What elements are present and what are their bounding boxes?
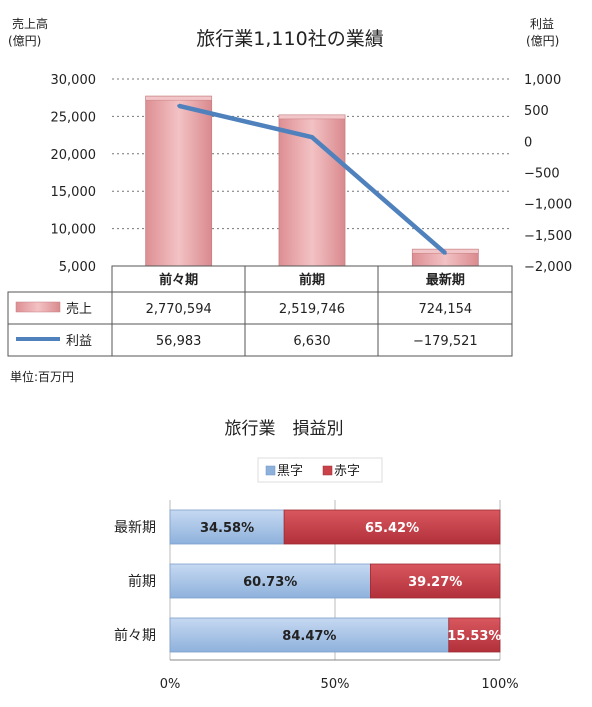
loss-firms-segment bbox=[283, 509, 501, 545]
right-tick-label: 0 bbox=[524, 135, 532, 150]
unit-note: 単位:百万円 bbox=[10, 369, 74, 384]
left-tick-label: 15,000 bbox=[51, 185, 97, 200]
left-axis-label-line2: (億円) bbox=[8, 34, 41, 48]
legend: 黒字 赤字 bbox=[257, 457, 383, 483]
loss-firms-segment bbox=[448, 617, 501, 653]
table-header-cell: 前期 bbox=[299, 272, 325, 288]
x-tick-label: 50% bbox=[321, 677, 350, 692]
table-cells: 前々期 前期 最新期 2,770,594 2,519,746 724,154 56,983 6… bbox=[146, 272, 478, 349]
table-row-label-sales: 売上 bbox=[66, 301, 92, 317]
table-cell: 724,154 bbox=[418, 302, 472, 317]
right-tick-label: −1,500 bbox=[524, 229, 572, 244]
right-axis-label-line2: (億円) bbox=[526, 34, 559, 48]
x-tick-label: 0% bbox=[160, 677, 181, 692]
sales-bar bbox=[145, 95, 213, 267]
profit-line bbox=[177, 103, 447, 255]
table-cell: 2,519,746 bbox=[279, 302, 345, 317]
left-tick-label: 20,000 bbox=[51, 148, 97, 163]
right-tick-label: 1,000 bbox=[524, 73, 561, 88]
chart1-title: 旅行業1,110社の業績 bbox=[196, 28, 383, 50]
right-tick-label: 500 bbox=[524, 104, 549, 119]
profit-firms-segment bbox=[169, 563, 371, 599]
x-axis-ticks: 0% 50% 100% bbox=[160, 677, 519, 692]
right-axis-ticks: 1,000 500 0 −500 −1,000 −1,500 −2,000 bbox=[524, 73, 572, 275]
x-tick-label: 100% bbox=[481, 677, 518, 692]
left-tick-label: 10,000 bbox=[51, 223, 97, 238]
legend-label-red: 赤字 bbox=[334, 464, 360, 479]
profit-firms-segment bbox=[169, 617, 450, 653]
segment-label: 84.47% bbox=[282, 629, 336, 644]
table-cell: 2,770,594 bbox=[146, 302, 212, 317]
stacked-bars: 34.58% 65.42% 60.73% 39.27% 84.47% 15.53% bbox=[169, 509, 501, 653]
combo-chart: 旅行業1,110社の業績 売上高 (億円) 利益 (億円) 30,000 25,0… bbox=[7, 16, 572, 384]
segment-label: 39.27% bbox=[408, 575, 462, 590]
right-tick-label: −500 bbox=[524, 167, 560, 182]
left-tick-label: 5,000 bbox=[59, 260, 96, 275]
legend-swatch-loss-firms bbox=[322, 465, 333, 476]
legend-swatch-profit-firms bbox=[265, 465, 276, 476]
profit-firms-segment bbox=[169, 509, 285, 545]
legend-label-black: 黒字 bbox=[277, 464, 303, 479]
category-label: 前期 bbox=[128, 573, 156, 590]
table-header-cell: 最新期 bbox=[426, 272, 465, 288]
right-axis-label-line1: 利益 bbox=[530, 17, 554, 31]
segment-label: 65.42% bbox=[365, 521, 419, 536]
segment-label: 34.58% bbox=[200, 521, 254, 536]
table-cell: 56,983 bbox=[156, 334, 202, 349]
segment-label: 60.73% bbox=[243, 575, 297, 590]
sales-bar-top bbox=[278, 114, 346, 120]
segment-label: 15.53% bbox=[447, 629, 501, 644]
data-table bbox=[7, 265, 513, 357]
chart2-title: 旅行業 損益別 bbox=[225, 419, 344, 439]
left-tick-label: 30,000 bbox=[51, 73, 97, 88]
legend-swatch-sales bbox=[15, 301, 61, 313]
sales-bars bbox=[145, 95, 479, 267]
table-cell: 6,630 bbox=[293, 334, 330, 349]
category-label: 最新期 bbox=[114, 520, 156, 536]
sales-bar-top bbox=[145, 95, 212, 101]
profit-point bbox=[310, 135, 314, 139]
left-tick-label: 25,000 bbox=[51, 110, 97, 125]
table-cell: −179,521 bbox=[413, 334, 478, 349]
profit-point bbox=[177, 104, 181, 108]
left-axis-label-line1: 売上高 bbox=[12, 16, 48, 31]
table-header-cell: 前々期 bbox=[159, 272, 198, 288]
category-label: 前々期 bbox=[114, 627, 156, 644]
profit-point bbox=[443, 251, 447, 255]
right-tick-label: −1,000 bbox=[524, 198, 572, 213]
table-row-label-profit: 利益 bbox=[66, 334, 92, 349]
left-axis-ticks: 30,000 25,000 20,000 15,000 10,000 5,000 bbox=[51, 73, 97, 275]
stacked-bar-chart: 旅行業 損益別 黒字 赤字 34.58% 65.42% 60.73% 39.27% 84… bbox=[114, 419, 519, 692]
loss-firms-segment bbox=[370, 563, 501, 599]
right-tick-label: −2,000 bbox=[524, 260, 572, 275]
